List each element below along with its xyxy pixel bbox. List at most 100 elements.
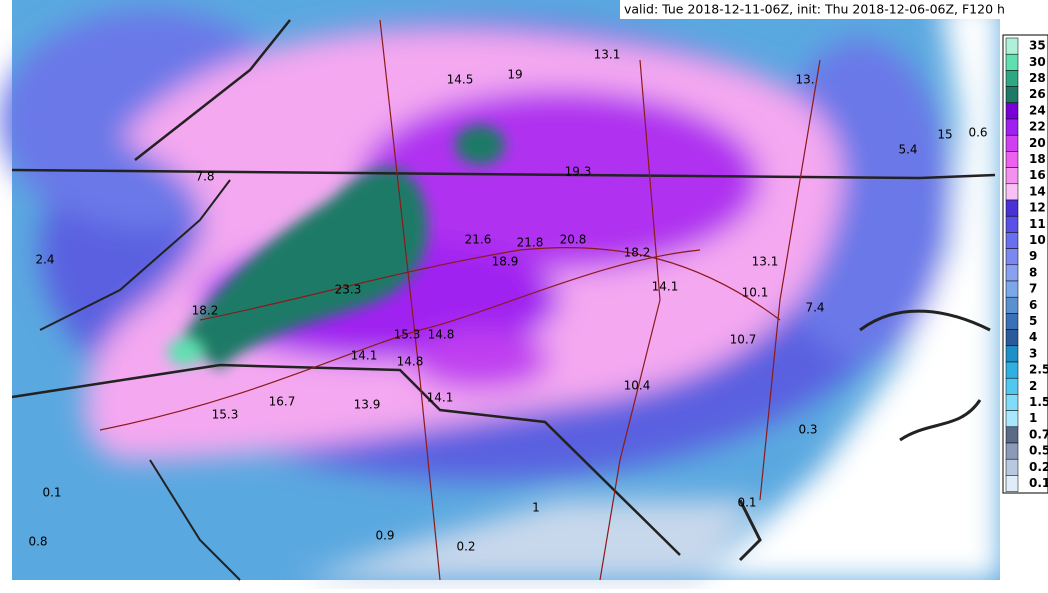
legend-swatch: [1005, 134, 1019, 152]
legend-swatch: [1005, 296, 1019, 314]
legend-label: 11: [1029, 217, 1046, 231]
legend: 35 30 28 26 24 22 20 18 16 14 12 11 10 9 8 7 6 5 4 3 2.5 2 1.5…: [1005, 37, 1048, 492]
header-box: [620, 0, 1048, 19]
legend-swatch: [1005, 264, 1019, 282]
map-value-label: 15.3: [212, 408, 239, 422]
map-value-label: 0.6: [968, 126, 987, 140]
legend-label: 8: [1029, 265, 1037, 279]
legend-swatch: [1005, 102, 1019, 120]
legend-label: 0.5: [1029, 444, 1048, 458]
legend-swatch: [1005, 377, 1019, 395]
legend-swatch: [1005, 53, 1019, 71]
legend-label: 6: [1029, 298, 1037, 312]
legend-swatch: [1005, 426, 1019, 444]
legend-swatch: [1005, 313, 1019, 330]
legend-label: 14: [1029, 184, 1046, 198]
map-value-label: 14.1: [427, 391, 454, 405]
legend-swatch: [1005, 361, 1019, 379]
map-value-label: 14.1: [351, 349, 378, 363]
legend-label: 4: [1029, 330, 1037, 344]
map-value-label: 0.9: [375, 529, 394, 543]
map-value-label: 10.1: [742, 286, 769, 300]
map-value-label: 14.8: [397, 355, 424, 369]
legend-label: 20: [1029, 136, 1046, 150]
legend-label: 2: [1029, 379, 1037, 393]
legend-swatch: [1005, 394, 1019, 411]
map-value-label: 18.2: [624, 246, 651, 260]
legend-label: 30: [1029, 55, 1046, 69]
map-value-label: 14.8: [428, 328, 455, 342]
map-value-label: 18.2: [192, 304, 219, 318]
legend-label: 26: [1029, 87, 1046, 101]
legend-swatch: [1005, 183, 1019, 201]
legend-label: 35: [1029, 39, 1046, 53]
map-value-label: 0.8: [28, 535, 47, 549]
legend-label: 18: [1029, 152, 1046, 166]
map-value-label: 0.2: [456, 540, 475, 554]
map-value-label: 15: [937, 128, 952, 142]
map-value-label: 19: [507, 68, 522, 82]
map-value-label: 1: [532, 501, 540, 515]
map-value-label: 0.1: [42, 486, 61, 500]
legend-label: 12: [1029, 201, 1046, 215]
legend-swatch: [1005, 329, 1019, 347]
legend-swatch: [1005, 410, 1019, 428]
map-value-label: 0.1: [737, 496, 756, 510]
legend-label: 24: [1029, 103, 1046, 117]
legend-swatch: [1005, 345, 1019, 363]
legend-label: 0.2: [1029, 460, 1048, 474]
map-value-label: 15.3: [394, 328, 421, 342]
boundaries: [11, 19, 996, 581]
legend-swatch: [1005, 215, 1019, 233]
legend-swatch: [1005, 232, 1019, 249]
map-value-label: 5.4: [898, 143, 917, 157]
legend-swatch: [1005, 167, 1019, 185]
map-value-label: 13.: [795, 73, 814, 87]
legend-swatch: [1005, 86, 1019, 104]
map-value-label: 20.8: [560, 233, 587, 247]
legend-label: 3: [1029, 346, 1037, 360]
legend-label: 7: [1029, 282, 1037, 296]
map-value-label: 21.6: [465, 233, 492, 247]
map-value-label: 7.4: [805, 301, 824, 315]
legend-label: 16: [1029, 168, 1046, 182]
map-field: [0, 0, 1000, 580]
legend-label: 28: [1029, 71, 1046, 85]
map-value-label: 2.4: [35, 253, 54, 267]
map-value-label: 10.7: [730, 333, 757, 347]
legend-swatch: [1005, 151, 1019, 168]
legend-swatch: [1005, 248, 1019, 266]
map-value-label: 23.3: [335, 283, 362, 297]
roads: [99, 19, 821, 581]
legend-label: 2.5: [1029, 363, 1048, 377]
legend-swatch: [1005, 458, 1019, 476]
header-text: valid: Tue 2018-12-11-06Z, init: Thu 201…: [624, 2, 1005, 17]
map-value-label: 14.5: [447, 73, 474, 87]
legend-swatch: [1005, 442, 1019, 460]
map-value-label: 19.3: [565, 165, 592, 179]
legend-swatch: [1005, 475, 1019, 492]
legend-swatch: [1005, 70, 1019, 87]
map-value-label: 13.1: [594, 48, 621, 62]
legend-label: 1: [1029, 411, 1037, 425]
legend-label: 1.5: [1029, 395, 1048, 409]
map-value-label: 18.9: [492, 255, 519, 269]
legend-swatch: [1005, 280, 1019, 298]
legend-label: 22: [1029, 120, 1046, 134]
map-value-label: 16.7: [269, 395, 296, 409]
legend-label: 0.7: [1029, 427, 1048, 441]
map-value-label: 21.8: [517, 236, 544, 250]
legend-swatch: [1005, 118, 1019, 136]
legend-label: 10: [1029, 233, 1046, 247]
map-value-label: 0.3: [798, 423, 817, 437]
legend-label: 9: [1029, 249, 1037, 263]
map-value-label: 7.8: [195, 170, 214, 184]
legend-label: 0.1: [1029, 476, 1048, 490]
legend-swatch: [1005, 199, 1019, 217]
map-labels: 13.1 14.5 19 13. 5.4 0.6 15 7.8 19.3 2.4 21.6 21.8 2…: [28, 48, 987, 554]
map-value-label: 13.1: [752, 255, 779, 269]
legend-label: 5: [1029, 314, 1037, 328]
map-value-label: 10.4: [624, 379, 651, 393]
